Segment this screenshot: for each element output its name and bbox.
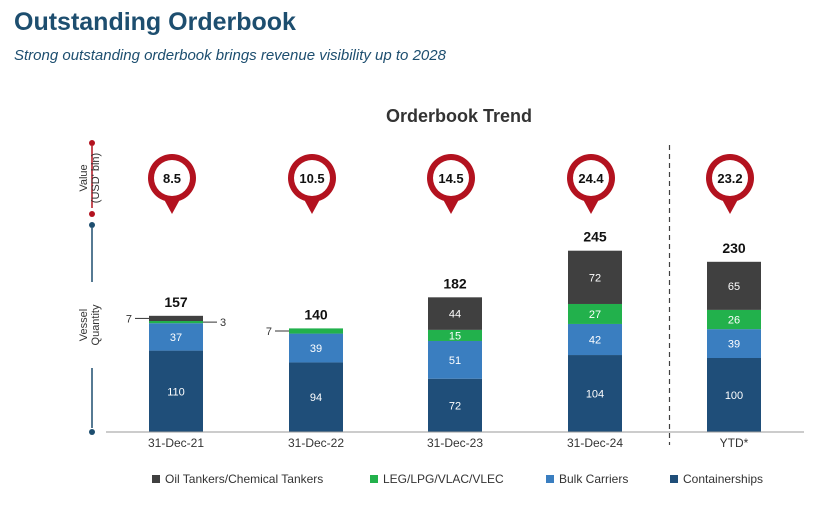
bar-segment [707, 309, 761, 330]
value-pin: 14.5 [427, 154, 475, 214]
bar-segment [568, 250, 622, 304]
bar-segment [428, 378, 482, 432]
bar-segment [428, 297, 482, 330]
bar-segment [149, 321, 203, 324]
legend-swatch [152, 475, 160, 483]
pin-value-label: 23.2 [717, 171, 742, 186]
pin-center [712, 160, 748, 196]
value-pin: 24.4 [567, 154, 615, 214]
value-pin: 10.5 [288, 154, 336, 214]
value-pin: 8.5 [148, 154, 196, 214]
stacked-bars: 1103737157943971407251154418210442277224… [126, 229, 761, 432]
bar-total-label: 182 [443, 275, 467, 291]
bar-segment [568, 323, 622, 356]
pin-center [294, 160, 330, 196]
quantity-axis-label: VesselQuantity [78, 304, 102, 345]
legend-label: Oil Tankers/Chemical Tankers [165, 472, 324, 486]
segment-data-label: 110 [167, 386, 185, 398]
legend-swatch [370, 475, 378, 483]
chart-legend: Oil Tankers/Chemical Tankers LEG/LPG/VLAC… [0, 472, 837, 490]
bar-segment [568, 355, 622, 432]
quantity-marker-dot [89, 429, 95, 435]
bar-total-label: 140 [304, 306, 328, 322]
page-subtitle: Strong outstanding orderbook brings reve… [14, 47, 446, 64]
legend-label: Containerships [683, 472, 764, 486]
segment-data-label: 7 [126, 313, 132, 325]
legend-label: LEG/LPG/VLAC/VLEC [383, 472, 504, 486]
x-tick-label: 31-Dec-21 [148, 436, 204, 450]
pin-value-label: 10.5 [299, 171, 324, 186]
legend-swatch [670, 475, 678, 483]
pin-value-label: 24.4 [578, 171, 604, 186]
bar-segment [289, 333, 343, 363]
bar-segment [428, 340, 482, 379]
quantity-marker-dot [89, 222, 95, 228]
x-tick-label: YTD* [720, 436, 749, 450]
side-axis-decoration: Value(USD' bln) VesselQuantity [78, 140, 102, 435]
x-tick-label: 31-Dec-22 [288, 436, 344, 450]
segment-data-label: 3 [220, 317, 226, 329]
segment-data-label: 42 [589, 335, 601, 347]
pin-center [154, 160, 190, 196]
pin-center [573, 160, 609, 196]
x-tick-label: 31-Dec-23 [427, 436, 483, 450]
segment-data-label: 94 [310, 392, 322, 404]
bar-segment [568, 303, 622, 324]
value-pin: 23.2 [706, 154, 754, 214]
value-marker-dot [89, 211, 95, 217]
bar-segment [289, 328, 343, 334]
x-tick-label: 31-Dec-24 [567, 436, 623, 450]
segment-data-label: 39 [310, 343, 322, 355]
value-axis-label: Value(USD' bln) [78, 153, 102, 203]
legend-item: Containerships [670, 472, 763, 486]
segment-data-label: 51 [449, 355, 461, 367]
bar-segment [149, 323, 203, 351]
legend-item: Oil Tankers/Chemical Tankers [152, 472, 323, 486]
segment-data-label: 26 [728, 315, 740, 327]
segment-data-label: 65 [728, 281, 740, 293]
x-axis: 31-Dec-21 31-Dec-22 31-Dec-23 31-Dec-24 YTD* [106, 145, 804, 450]
segment-data-label: 15 [449, 330, 461, 342]
segment-data-label: 37 [170, 332, 182, 344]
segment-data-label: 27 [589, 309, 601, 321]
legend-label: Bulk Carriers [559, 472, 629, 486]
page-title: Outstanding Orderbook [14, 8, 296, 36]
value-marker-dot [89, 140, 95, 146]
bar-segment [707, 329, 761, 358]
segment-data-label: 7 [266, 326, 272, 338]
legend-item: Bulk Carriers [546, 472, 628, 486]
bar-segment [707, 358, 761, 432]
pin-value-label: 8.5 [163, 171, 181, 186]
pin-value-label: 14.5 [438, 171, 463, 186]
chart-title: Orderbook Trend [386, 106, 532, 126]
segment-data-label: 39 [728, 339, 740, 351]
bar-segment [428, 329, 482, 341]
segment-data-label: 44 [449, 309, 461, 321]
pin-center [433, 160, 469, 196]
bar-segment [289, 362, 343, 432]
bar-segment [707, 261, 761, 310]
legend-swatch [546, 475, 554, 483]
legend-item: LEG/LPG/VLAC/VLEC [370, 472, 504, 486]
bar-total-label: 157 [164, 294, 188, 310]
bar-total-label: 245 [583, 229, 607, 245]
segment-data-label: 100 [725, 390, 743, 402]
bar-segment [149, 315, 203, 321]
orderbook-chart: Orderbook Trend Value(USD' bln) VesselQua… [78, 106, 804, 450]
segment-data-label: 72 [449, 400, 461, 412]
segment-data-label: 104 [586, 389, 604, 401]
order-value-pins: 8.5 10.5 14.5 24.4 23.2 [148, 154, 754, 214]
bar-segment [149, 350, 203, 432]
bar-total-label: 230 [722, 240, 746, 256]
segment-data-label: 72 [589, 272, 601, 284]
